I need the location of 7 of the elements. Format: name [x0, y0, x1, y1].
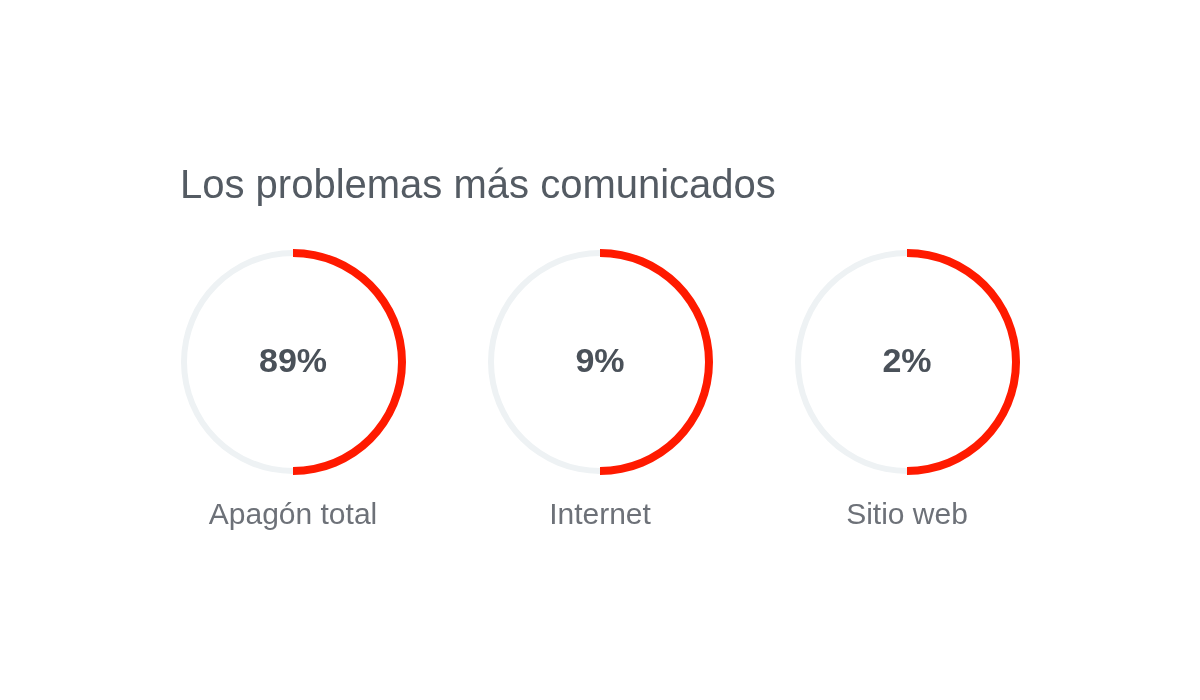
data-label: 9%: [575, 341, 625, 379]
data-label: 89%: [258, 341, 328, 379]
data-label: 2%: [882, 341, 932, 379]
category-label: Internet: [549, 497, 652, 530]
category-label: Sitio web: [846, 497, 968, 530]
text: Los problemas más comunicados: [180, 162, 776, 206]
category-label: Apagón total: [208, 497, 378, 530]
